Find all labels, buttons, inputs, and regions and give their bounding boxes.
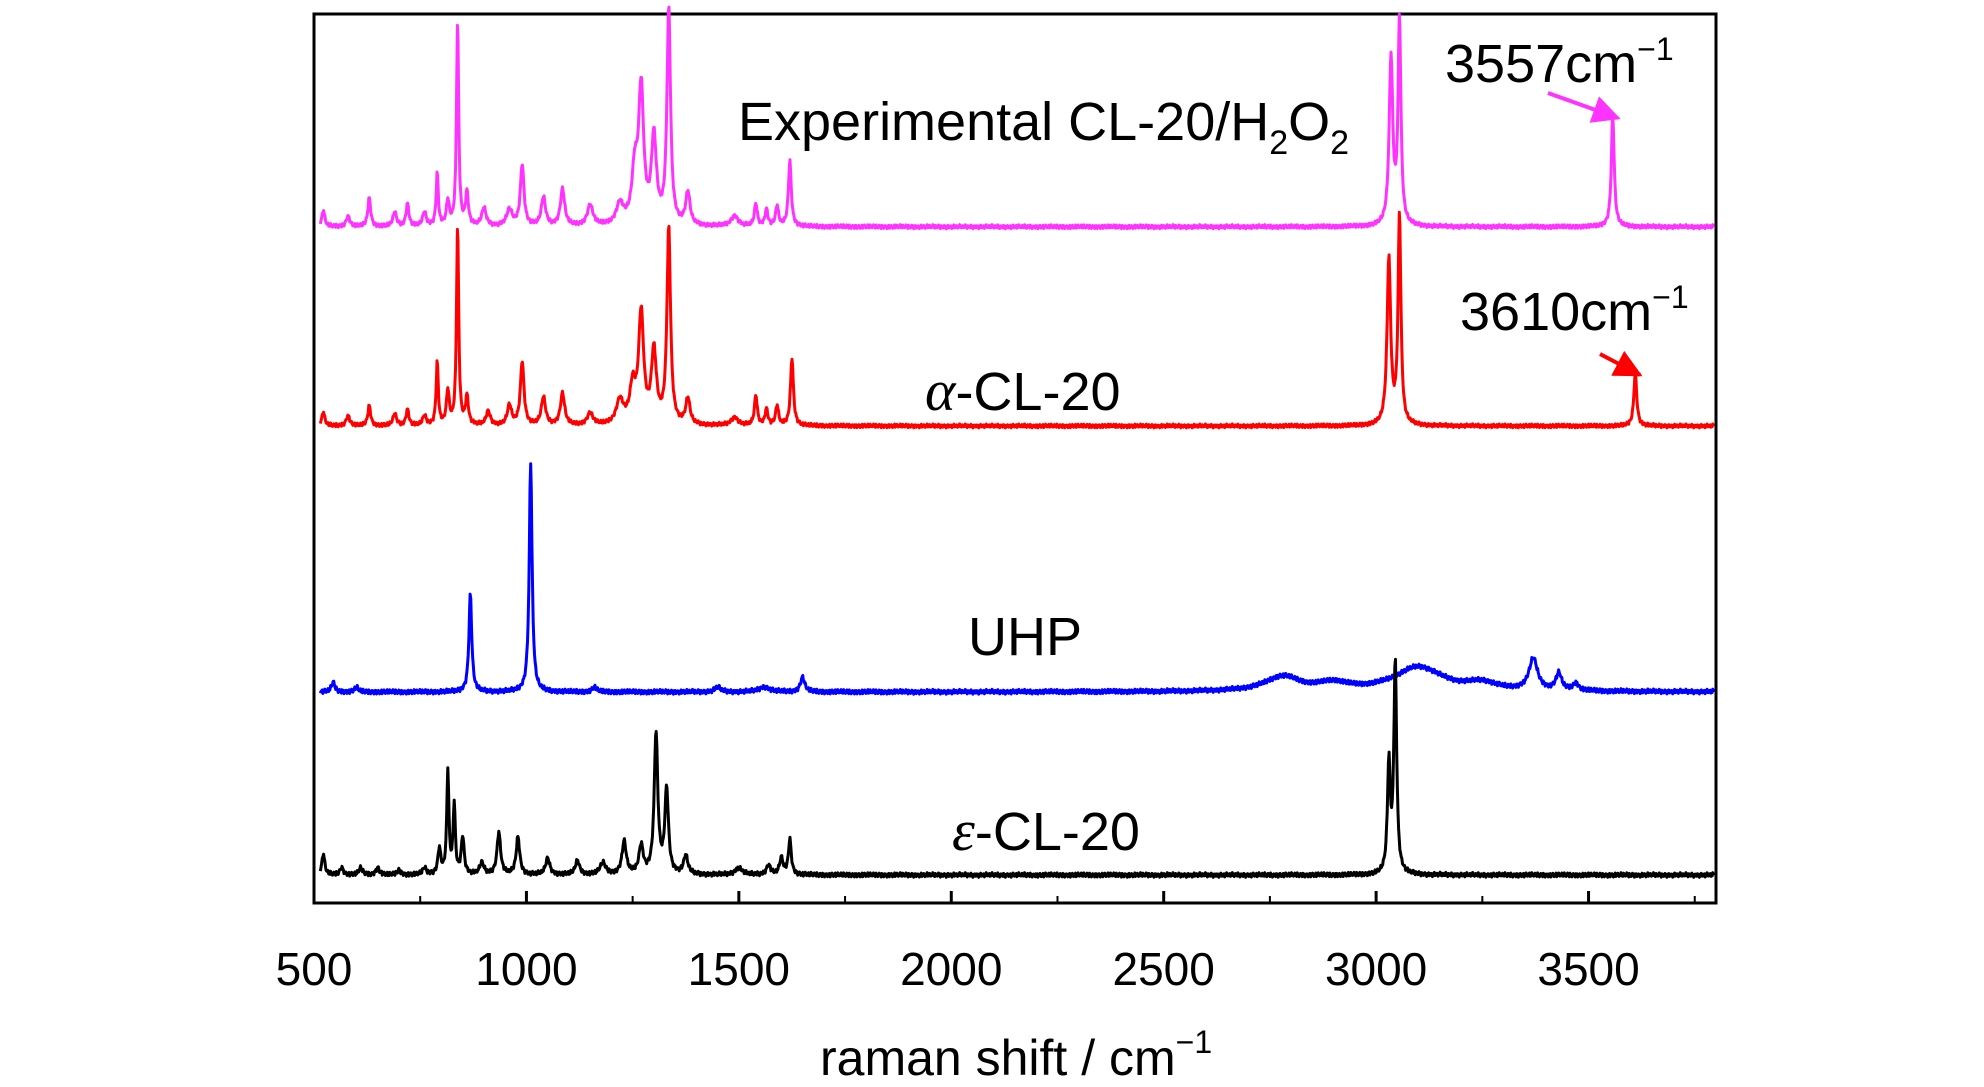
x-tick-label-2500: 2500 — [1113, 943, 1215, 995]
series-label-uhp: UHP — [968, 607, 1082, 667]
x-tick-label-1000: 1000 — [475, 943, 577, 995]
x-axis-title: raman shift / cm−1 — [820, 1024, 1212, 1086]
x-tick-label-1500: 1500 — [688, 943, 790, 995]
annotation-arrow-3610 — [1599, 350, 1643, 377]
series-line-alpha-cl20 — [318, 210, 1715, 430]
series-line-experimental — [318, 5, 1715, 231]
annotation-3610: 3610cm−1 — [1460, 279, 1689, 342]
x-tick-label-500: 500 — [276, 943, 353, 995]
series-label-alpha-cl20: α-CL-20 — [925, 358, 1121, 423]
x-axis: 500 1000 1500 2000 2500 3000 3500 — [276, 891, 1696, 995]
series-line-uhp — [318, 462, 1715, 696]
annotation-3557: 3557cm−1 — [1445, 31, 1674, 94]
series-line-epsilon-cl20 — [318, 657, 1715, 879]
spectra-traces — [318, 5, 1715, 879]
x-tick-label-3500: 3500 — [1537, 943, 1639, 995]
plot-frame — [312, 12, 1718, 905]
series-label-experimental: Experimental CL-20/H2O2 — [738, 92, 1349, 162]
series-label-epsilon-cl20: ε-CL-20 — [952, 798, 1140, 863]
x-tick-label-3000: 3000 — [1325, 943, 1427, 995]
annotation-arrow-3557 — [1547, 91, 1621, 123]
x-tick-label-2000: 2000 — [900, 943, 1002, 995]
